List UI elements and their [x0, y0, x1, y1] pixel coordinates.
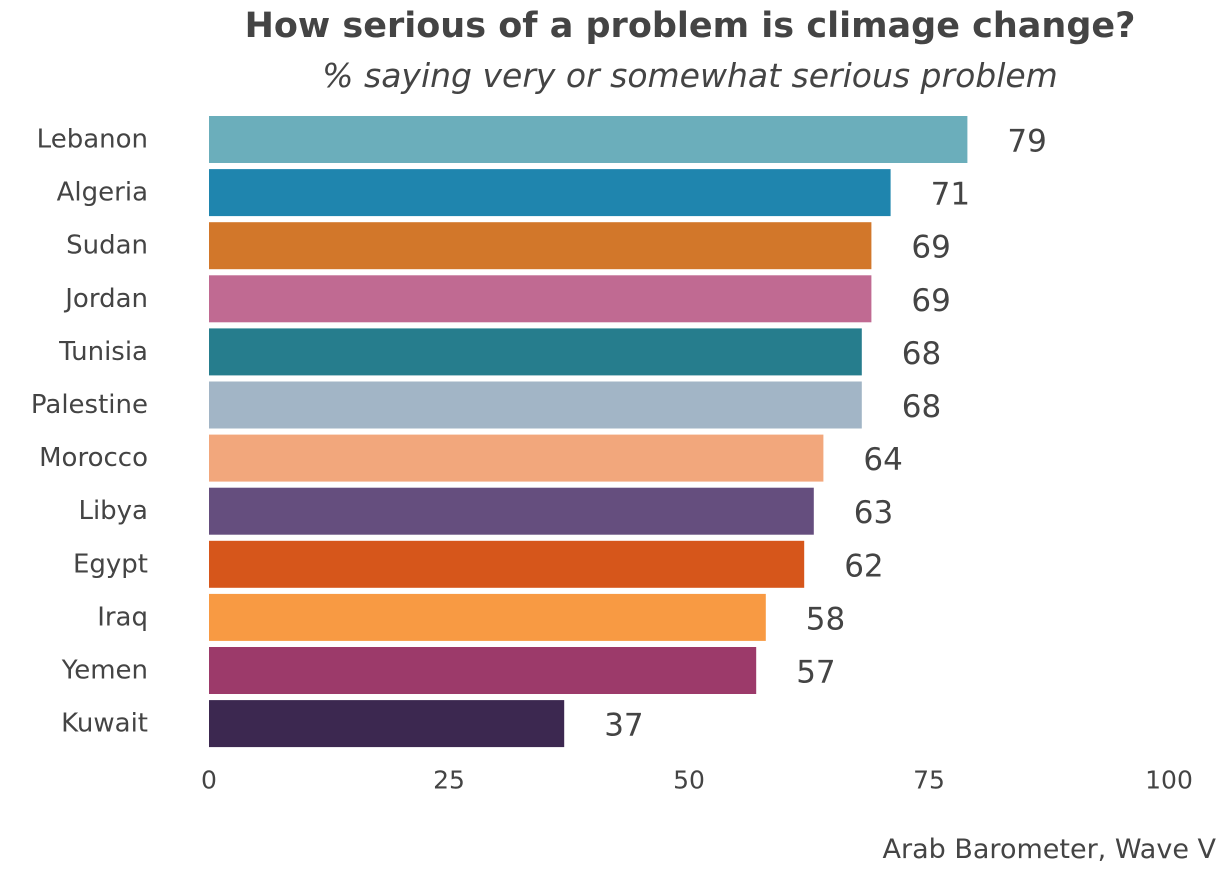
- value-label-algeria: 71: [931, 177, 970, 213]
- chart-source: Arab Barometer, Wave V: [882, 834, 1216, 865]
- value-label-egypt: 62: [844, 548, 883, 584]
- bar-libya: [209, 487, 814, 535]
- bar-iraq: [209, 593, 766, 641]
- bar-yemen: [209, 647, 757, 694]
- value-label-libya: 63: [854, 495, 893, 531]
- category-label-morocco: Morocco: [39, 443, 148, 473]
- value-label-iraq: 58: [806, 601, 845, 637]
- category-label-sudan: Sudan: [66, 231, 148, 261]
- x-axis: 0 25 50 75 100: [201, 766, 1193, 795]
- bar-kuwait: [209, 700, 565, 748]
- chart-title: How serious of a problem is climage chan…: [244, 6, 1136, 46]
- x-tick-label-25: 25: [433, 766, 465, 795]
- category-label-algeria: Algeria: [57, 178, 148, 208]
- value-label-morocco: 64: [863, 442, 902, 478]
- bars-layer: [209, 116, 968, 748]
- x-tick-label-100: 100: [1145, 766, 1193, 795]
- bar-jordan: [209, 275, 872, 323]
- value-label-yemen: 57: [796, 655, 835, 691]
- category-label-lebanon: Lebanon: [37, 125, 148, 155]
- category-labels: Lebanon Algeria Sudan Jordan Tunisia Palestin…: [31, 125, 148, 739]
- value-label-palestine: 68: [902, 389, 941, 425]
- category-label-yemen: Yemen: [61, 656, 148, 686]
- bar-lebanon: [209, 116, 968, 163]
- x-tick-label-0: 0: [201, 766, 217, 795]
- x-tick-label-75: 75: [913, 766, 945, 795]
- value-label-sudan: 69: [911, 230, 950, 266]
- category-label-jordan: Jordan: [63, 284, 148, 314]
- chart-subtitle: % saying very or somewhat serious proble…: [322, 56, 1058, 95]
- category-label-kuwait: Kuwait: [61, 709, 148, 739]
- category-label-egypt: Egypt: [73, 549, 148, 579]
- bar-morocco: [209, 434, 824, 482]
- bar-algeria: [209, 169, 891, 217]
- value-label-tunisia: 68: [902, 336, 941, 372]
- category-label-libya: Libya: [78, 496, 148, 526]
- category-label-iraq: Iraq: [97, 602, 148, 632]
- category-label-palestine: Palestine: [31, 390, 148, 420]
- value-label-kuwait: 37: [604, 708, 643, 744]
- x-tick-label-50: 50: [673, 766, 705, 795]
- bar-sudan: [209, 222, 872, 270]
- value-label-lebanon: 79: [1007, 124, 1046, 160]
- category-label-tunisia: Tunisia: [58, 337, 148, 367]
- bar-palestine: [209, 381, 862, 429]
- bar-tunisia: [209, 328, 862, 376]
- value-label-jordan: 69: [911, 283, 950, 319]
- bar-egypt: [209, 540, 805, 588]
